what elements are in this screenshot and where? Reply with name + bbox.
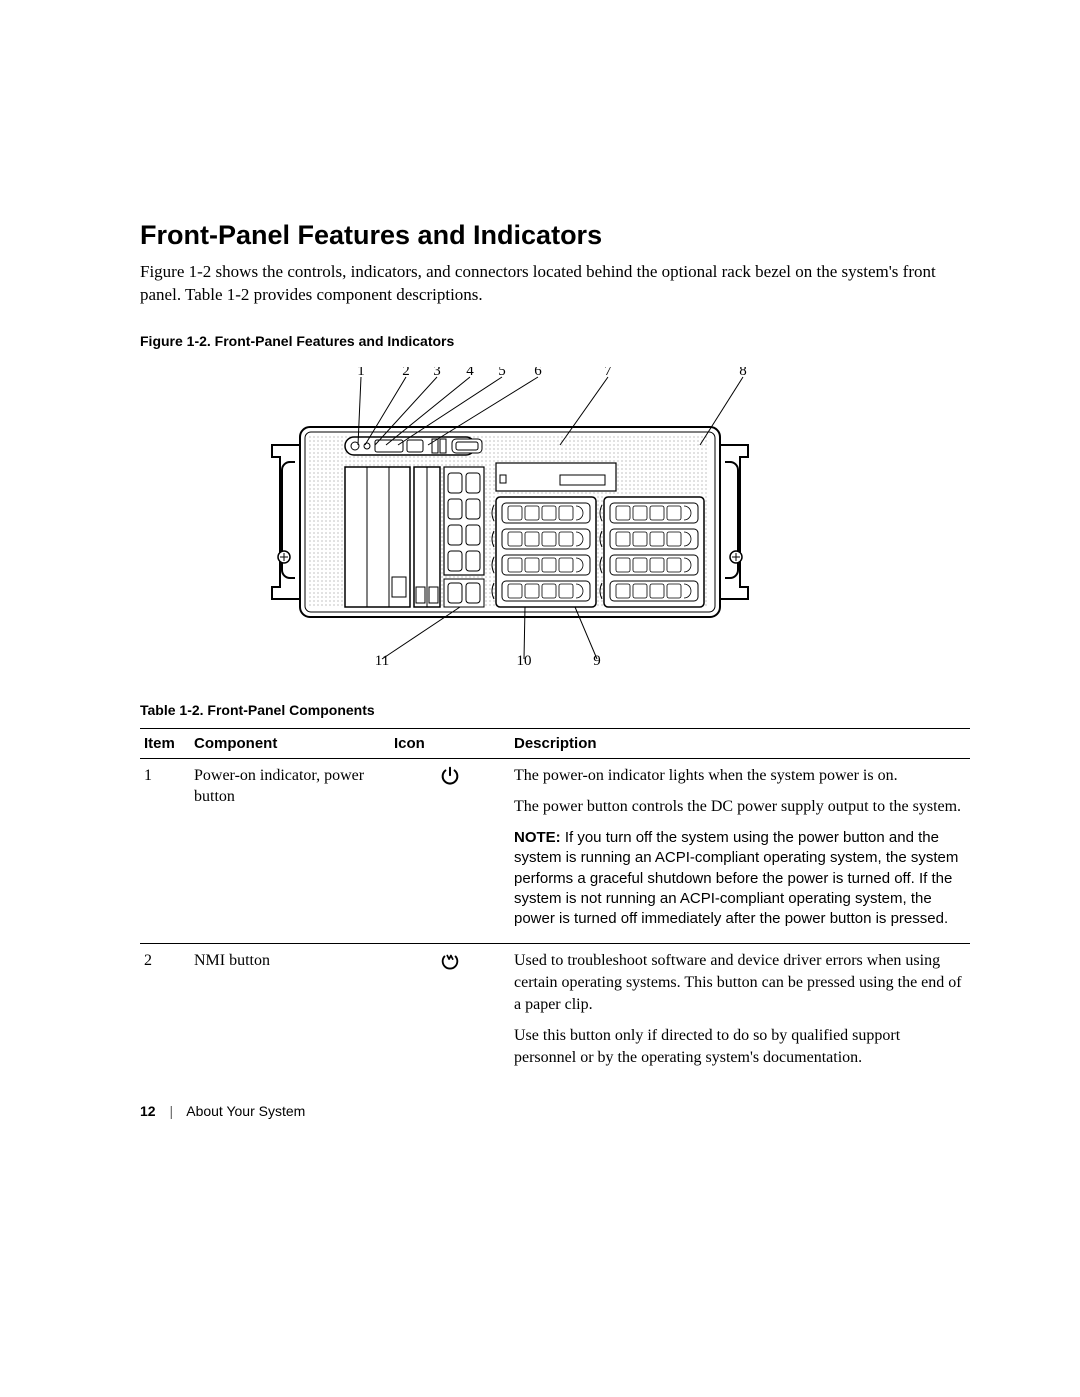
- svg-text:11: 11: [375, 653, 389, 667]
- description-text: Used to troubleshoot software and device…: [514, 950, 966, 1015]
- cell-item: 1: [140, 758, 190, 943]
- cell-icon: [390, 758, 510, 943]
- description-text: The power-on indicator lights when the s…: [514, 765, 966, 787]
- front-panel-diagram: 1 2 3 4 5 6 7 8 11 10 9: [200, 367, 780, 667]
- svg-text:10: 10: [517, 653, 532, 667]
- footer-separator: |: [169, 1103, 173, 1119]
- power-icon: [439, 765, 461, 787]
- description-text: The power button controls the DC power s…: [514, 796, 966, 818]
- chapter-name: About Your System: [186, 1103, 305, 1119]
- cell-component: NMI button: [190, 944, 390, 1082]
- header-component: Component: [190, 728, 390, 758]
- svg-text:3: 3: [433, 367, 441, 379]
- svg-text:5: 5: [498, 367, 506, 379]
- table-header-row: Item Component Icon Description: [140, 728, 970, 758]
- svg-text:4: 4: [466, 367, 474, 379]
- header-item: Item: [140, 728, 190, 758]
- svg-text:9: 9: [593, 653, 601, 667]
- cell-item: 2: [140, 944, 190, 1082]
- table-row: 1Power-on indicator, power button The pow…: [140, 758, 970, 943]
- note-text: If you turn off the system using the pow…: [514, 829, 958, 927]
- table-row: 2NMI button Used to troubleshoot software…: [140, 944, 970, 1082]
- section-title: Front-Panel Features and Indicators: [140, 220, 970, 251]
- nmi-icon: [439, 950, 461, 972]
- svg-text:2: 2: [402, 367, 410, 379]
- table-caption: Table 1-2. Front-Panel Components: [140, 702, 970, 718]
- svg-text:8: 8: [739, 367, 747, 379]
- intro-paragraph: Figure 1-2 shows the controls, indicator…: [140, 261, 970, 307]
- page-number: 12: [140, 1103, 156, 1119]
- cell-icon: [390, 944, 510, 1082]
- figure-front-panel: 1 2 3 4 5 6 7 8 11 10 9: [200, 367, 970, 672]
- cell-description: The power-on indicator lights when the s…: [510, 758, 970, 943]
- cell-component: Power-on indicator, power button: [190, 758, 390, 943]
- description-text: Use this button only if directed to do s…: [514, 1025, 966, 1068]
- page-footer: 12 | About Your System: [140, 1103, 305, 1119]
- svg-text:1: 1: [357, 367, 365, 379]
- components-table: Item Component Icon Description 1Power-o…: [140, 728, 970, 1082]
- header-icon: Icon: [390, 728, 510, 758]
- note-label: NOTE:: [514, 829, 561, 846]
- header-description: Description: [510, 728, 970, 758]
- cell-description: Used to troubleshoot software and device…: [510, 944, 970, 1082]
- svg-text:6: 6: [534, 367, 542, 379]
- figure-caption: Figure 1-2. Front-Panel Features and Ind…: [140, 333, 970, 349]
- svg-text:7: 7: [604, 367, 612, 379]
